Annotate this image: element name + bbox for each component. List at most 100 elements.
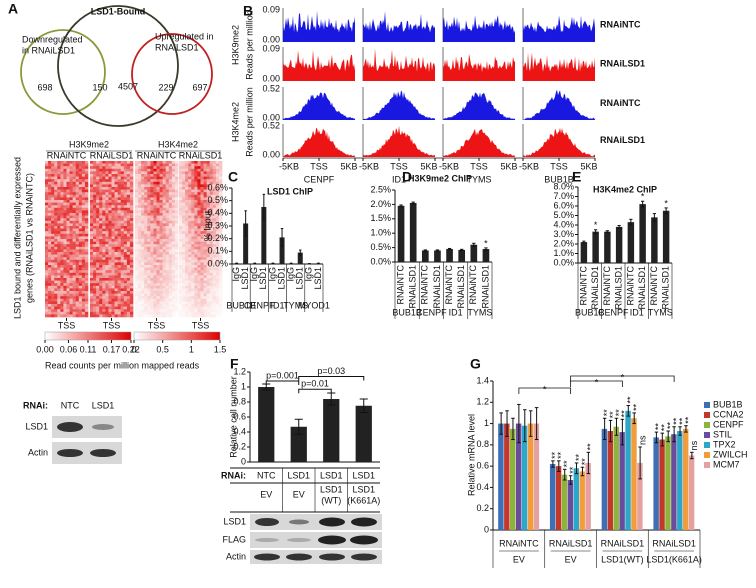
group-label: BUB1B bbox=[575, 307, 605, 317]
heatmap-cell bbox=[123, 309, 128, 313]
heatmap-cell bbox=[206, 220, 211, 224]
heatmap-cell bbox=[66, 161, 70, 164]
heatmap-cell bbox=[171, 278, 176, 281]
heatmap-cell bbox=[197, 184, 201, 188]
heatmap-cell bbox=[57, 181, 61, 185]
heatmap-cell bbox=[156, 189, 160, 193]
heatmap-cell bbox=[126, 259, 131, 263]
heatmap-cell bbox=[60, 176, 64, 180]
heatmap-cell bbox=[188, 233, 192, 237]
heatmap-cell bbox=[99, 215, 103, 219]
track-gene: BUB1B bbox=[544, 174, 574, 184]
heatmap-cell bbox=[168, 163, 173, 167]
heatmap-cell bbox=[188, 257, 192, 261]
heatmap-cell bbox=[102, 267, 106, 271]
heatmap-cell bbox=[51, 265, 55, 268]
heatmap-cell bbox=[168, 231, 173, 235]
heatmap-cell bbox=[72, 306, 77, 310]
heatmap-cell bbox=[135, 306, 139, 310]
heatmap-cell bbox=[63, 262, 67, 266]
heatmap-cell bbox=[123, 174, 128, 177]
heatmap-cell bbox=[141, 293, 145, 297]
heatmap-cell bbox=[147, 298, 151, 302]
heatmap-cell bbox=[45, 267, 49, 271]
heatmap-cell bbox=[215, 197, 220, 201]
heatmap-cell bbox=[209, 168, 214, 172]
heatmap-cell bbox=[200, 168, 204, 172]
heatmap-cell bbox=[102, 174, 106, 177]
heatmap-cell bbox=[45, 283, 49, 287]
heatmap-cell bbox=[93, 249, 97, 253]
heatmap-cell bbox=[168, 304, 173, 307]
heatmap-cell bbox=[51, 262, 55, 266]
heatmap-cell bbox=[90, 179, 94, 183]
error-bar bbox=[289, 262, 293, 265]
heatmap-cell bbox=[126, 218, 131, 222]
heatmap-cell bbox=[182, 187, 186, 190]
heatmap-cell bbox=[150, 304, 154, 307]
heatmap-cell bbox=[182, 306, 186, 310]
heatmap-cell bbox=[135, 226, 139, 229]
heatmap-cell bbox=[129, 197, 134, 201]
heatmap-cell bbox=[141, 244, 145, 248]
heatmap-cell bbox=[81, 168, 86, 172]
heatmap-cell bbox=[126, 246, 131, 250]
heatmap-cell bbox=[168, 270, 173, 274]
heatmap-cell bbox=[126, 166, 131, 170]
heatmap-cell bbox=[117, 298, 122, 302]
heatmap-cell bbox=[194, 220, 198, 224]
heatmap-cell bbox=[194, 265, 198, 268]
heatmap-cell bbox=[200, 267, 204, 271]
heatmap-cell bbox=[72, 187, 77, 190]
heatmap-cell bbox=[194, 283, 198, 287]
heatmap-cell bbox=[48, 168, 52, 172]
heatmap-cell bbox=[144, 283, 148, 287]
heatmap-cell bbox=[108, 187, 112, 190]
heatmap-cell bbox=[218, 293, 223, 297]
heatmap-cell bbox=[206, 226, 211, 229]
heatmap-cell bbox=[138, 291, 142, 294]
heatmap-cell bbox=[120, 213, 125, 216]
heatmap-cell bbox=[90, 241, 94, 245]
bar bbox=[258, 387, 275, 462]
heatmap-cell bbox=[51, 226, 55, 229]
heatmap-cell bbox=[135, 309, 139, 313]
heatmap-x-label: TSS bbox=[192, 320, 210, 330]
heatmap-cell bbox=[171, 210, 176, 214]
heatmap-cell bbox=[147, 218, 151, 222]
heatmap-cell bbox=[102, 301, 106, 305]
heatmap-cell bbox=[114, 184, 118, 188]
heatmap-cell bbox=[105, 306, 109, 310]
heatmap-cell bbox=[45, 215, 49, 219]
heatmap-cell bbox=[171, 252, 176, 255]
heatmap-cell bbox=[212, 174, 217, 177]
heatmap-cell bbox=[60, 233, 64, 237]
heatmap-cell bbox=[105, 311, 109, 315]
heatmap-cell bbox=[123, 210, 128, 214]
heatmap-cell bbox=[48, 194, 52, 198]
y-tick-label: 0.2% bbox=[207, 233, 228, 243]
heatmap-cell bbox=[120, 161, 125, 164]
heatmap-cell bbox=[197, 293, 201, 297]
heatmap-cell bbox=[206, 168, 211, 172]
heatmap-cell bbox=[215, 241, 220, 245]
heatmap-cell bbox=[159, 311, 163, 315]
heatmap-cell bbox=[120, 228, 125, 232]
heatmap-cell bbox=[75, 275, 80, 279]
heatmap-cell bbox=[150, 176, 154, 180]
heatmap-cell bbox=[191, 265, 195, 268]
heatmap-cell bbox=[165, 275, 170, 279]
heatmap-cell bbox=[135, 241, 139, 245]
heatmap-cell bbox=[108, 249, 112, 253]
heatmap-cell bbox=[200, 252, 204, 255]
significance: ** bbox=[550, 451, 560, 459]
heatmap-cell bbox=[60, 291, 64, 294]
heatmap-cell bbox=[191, 226, 195, 229]
heatmap-cell bbox=[99, 267, 103, 271]
heatmap-cell bbox=[117, 181, 122, 185]
heatmap-cell bbox=[203, 262, 207, 266]
heatmap-cell bbox=[215, 249, 220, 253]
heatmap-cell bbox=[114, 233, 118, 237]
heatmap-cell bbox=[179, 218, 183, 222]
heatmap-cell bbox=[218, 246, 223, 250]
